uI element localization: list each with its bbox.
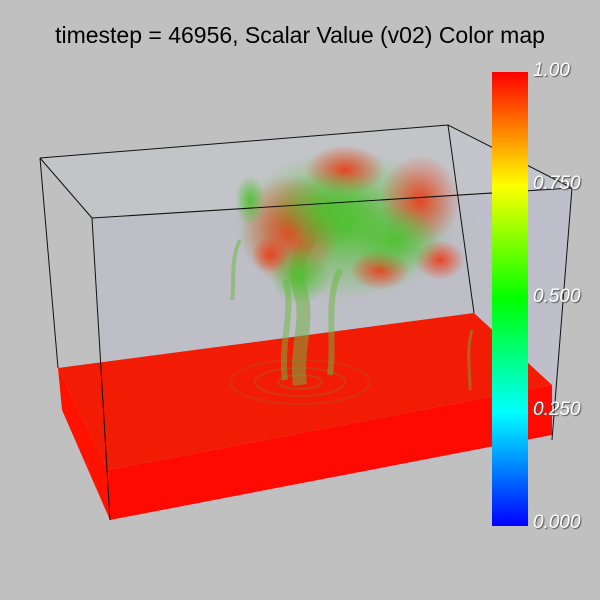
colorbar-tick-label: 0.250 [533,399,581,420]
colorbar-tick-label: 0.500 [533,286,581,307]
slab-left [58,368,110,520]
slab-front [108,385,552,520]
colorbar-tick-label: 1.00 [533,60,570,81]
colorbar-tick-label: 0.000 [533,512,581,533]
plot-title: timestep = 46956, Scalar Value (v02) Col… [55,22,545,48]
slab-top [58,313,552,470]
colorbar-tick-label: 0.750 [533,173,581,194]
colorbar [492,72,528,526]
plume-cloud [235,145,465,305]
